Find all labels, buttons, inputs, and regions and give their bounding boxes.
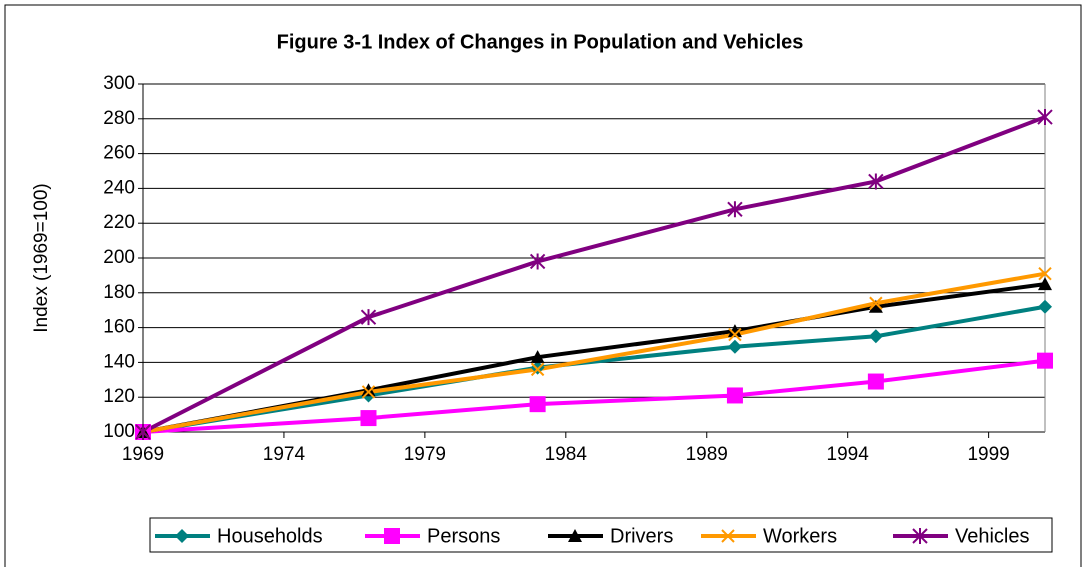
series-line [142, 358, 1046, 434]
data-point [727, 201, 743, 218]
series-line [142, 115, 1046, 434]
data-point [728, 327, 742, 342]
data-point [360, 309, 377, 326]
data-point [530, 350, 545, 364]
y-axis-label: Index (1969=100) [31, 183, 52, 332]
y-tick-label: 260 [103, 143, 135, 164]
y-tick-label: 100 [103, 421, 135, 442]
y-tick-label: 140 [103, 351, 135, 372]
series-line [142, 304, 1046, 434]
y-tick-label: 220 [103, 212, 135, 233]
data-point [529, 253, 546, 270]
data-point [530, 362, 545, 377]
legend-marker [384, 528, 400, 544]
y-tick-label: 180 [103, 282, 135, 303]
data-point [361, 385, 376, 399]
x-tick-label: 1969 [122, 444, 164, 465]
data-point [530, 360, 545, 375]
data-point [868, 299, 883, 313]
legend-marker [568, 529, 582, 542]
legend-marker [175, 529, 189, 543]
legend-label: Persons [427, 525, 500, 547]
data-point [726, 387, 743, 404]
chart-frame [4, 4, 1082, 567]
x-tick-label: 1999 [967, 444, 1009, 465]
data-point [1038, 299, 1052, 314]
data-point [869, 296, 883, 310]
y-tick-label: 160 [103, 317, 135, 338]
legend-label: Workers [763, 525, 837, 547]
y-tick-label: 200 [103, 247, 135, 268]
data-point [360, 410, 377, 427]
data-point [727, 339, 742, 354]
data-point [868, 329, 883, 344]
y-tick-label: 240 [103, 177, 135, 198]
legend-marker [912, 528, 928, 544]
data-point [361, 383, 376, 397]
data-point [135, 424, 151, 440]
data-point [1038, 277, 1052, 291]
y-tick-label: 120 [103, 386, 135, 407]
y-tick-label: 280 [103, 108, 135, 129]
legend-label: Drivers [610, 525, 673, 547]
x-tick-label: 1979 [404, 444, 446, 465]
data-point [1037, 109, 1053, 126]
data-point [1038, 266, 1052, 281]
data-point [727, 324, 742, 338]
data-point [868, 173, 884, 190]
data-point [1037, 352, 1053, 369]
x-tick-label: 1974 [263, 444, 306, 465]
legend-marker [721, 529, 735, 543]
x-tick-label: 1989 [686, 444, 728, 465]
legend-label: Vehicles [955, 525, 1030, 547]
x-tick-label: 1994 [827, 444, 870, 465]
data-point [529, 396, 546, 413]
data-point [867, 373, 884, 390]
y-tick-label: 300 [103, 73, 135, 94]
x-tick-label: 1984 [545, 444, 588, 465]
chart-title: Figure 3-1 Index of Changes in Populatio… [277, 31, 804, 53]
legend-label: Households [217, 525, 323, 547]
series-line [142, 271, 1046, 434]
